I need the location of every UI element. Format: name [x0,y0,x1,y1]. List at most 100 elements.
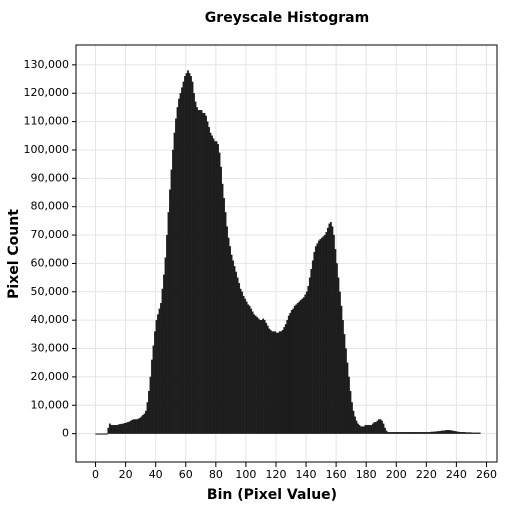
bar [95,433,98,435]
bar [307,285,310,434]
bar [320,237,323,434]
bar [245,301,248,434]
bar [220,166,222,434]
bar [266,325,269,434]
x-tick-label: 160 [326,468,347,481]
bar [260,320,263,434]
bar [169,189,171,434]
bar [96,433,99,435]
bar [143,413,146,434]
bar [155,320,158,434]
plot-frame [75,44,498,463]
bar [218,152,221,434]
bar [248,305,251,434]
bar [179,93,182,434]
bar [387,432,389,434]
bar [140,416,143,434]
bar [396,432,398,434]
x-tick-label: 0 [92,468,99,481]
bar [420,432,422,434]
bar [275,332,278,434]
bar [390,432,392,434]
bar [367,424,370,434]
bar [135,419,138,434]
bar [259,320,262,434]
bar [250,308,253,434]
bar [205,115,207,434]
bar [233,266,236,434]
bar [447,430,450,434]
bar [460,432,463,434]
bar [166,234,168,434]
bar [439,430,442,434]
bar [274,331,277,434]
bar [190,76,192,434]
bar [349,390,352,434]
bar [295,304,298,434]
bar [454,431,457,434]
x-tick-label: 220 [416,468,437,481]
bar [340,305,343,434]
bar [382,423,385,434]
bar [263,320,266,434]
bar [388,432,391,434]
bar [316,243,319,434]
x-tick-label: 140 [296,468,317,481]
bar [265,322,268,434]
bar [101,433,104,435]
bar [178,98,180,434]
bar [360,426,362,434]
bar [417,432,419,434]
bar [463,432,466,434]
bar [122,423,125,434]
bar [361,426,364,434]
bar [128,421,131,434]
bar [364,424,367,434]
bar [146,402,149,434]
bar [107,427,110,434]
bar [277,332,280,434]
bar [111,424,114,434]
bar [399,432,401,434]
bar [444,430,447,434]
bar [129,420,132,434]
bar [241,291,244,434]
bar [319,239,322,434]
bar [151,359,153,434]
bar [286,320,289,434]
x-tick-label: 240 [446,468,467,481]
y-tick-label: 0 [62,427,69,440]
bar [209,132,212,434]
bar [341,320,344,434]
chart-title: Greyscale Histogram [205,10,369,26]
bar [405,432,407,434]
bar [438,431,441,434]
bar [184,76,186,434]
bar [409,432,412,434]
bar [170,169,173,434]
bar [193,93,195,434]
bar [451,430,454,434]
y-tick-label: 20,000 [31,370,70,383]
bar [370,424,373,434]
bar [191,81,194,434]
bar [381,420,383,434]
bar [347,376,350,434]
bar [176,107,179,434]
bar [105,433,108,435]
bar [433,431,436,434]
bar [123,422,126,434]
bar [224,212,227,434]
bar [104,433,107,435]
bar [196,107,198,434]
bar [145,410,147,434]
bar [290,310,293,434]
bar [134,419,137,434]
bar [181,87,183,434]
bar [331,226,334,434]
bar [185,73,188,434]
bar [411,432,413,434]
bar [403,432,406,434]
bar [298,301,301,434]
